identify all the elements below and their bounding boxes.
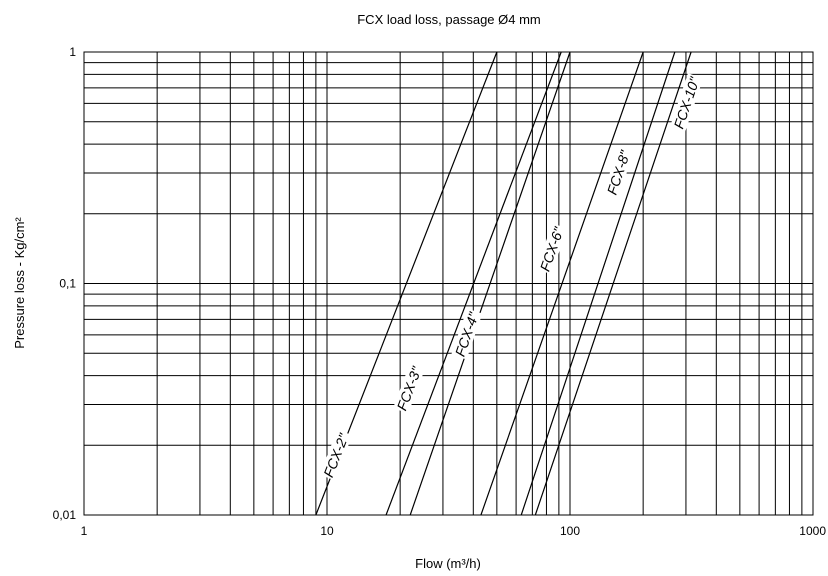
series-label-bg [670, 73, 704, 132]
series-label: FCX-2" [320, 430, 352, 479]
series-label: FCX-3" [393, 364, 424, 413]
x-axis-label: Flow (m³/h) [415, 556, 481, 571]
y-tick-label: 0,1 [59, 277, 76, 291]
chart-title: FCX load loss, passage Ø4 mm [357, 12, 541, 27]
x-tick-label: 1 [81, 524, 88, 538]
chart-ticks: 1 10 100 1000 0,01 0,1 1 [53, 45, 827, 538]
series-label-bg [451, 308, 483, 360]
x-tick-label: 1000 [799, 524, 826, 538]
series-line [480, 51, 644, 516]
series-line [520, 51, 676, 516]
series-line [534, 51, 692, 516]
series-line [385, 51, 562, 516]
series-label-bg [536, 223, 568, 275]
chart-series: FCX-2"FCX-3"FCX-4"FCX-6"FCX-8"FCX-10" [315, 51, 704, 516]
series-label: FCX-10" [670, 74, 702, 131]
series-label: FCX-6" [537, 224, 567, 273]
series-label-bg [319, 429, 353, 481]
y-axis-label: Pressure loss - Kg/cm² [12, 217, 27, 349]
x-tick-label: 10 [320, 524, 334, 538]
series-label-bg [393, 362, 426, 414]
x-tick-label: 100 [560, 524, 580, 538]
y-tick-label: 1 [69, 45, 76, 59]
series-label-bg [603, 146, 634, 198]
y-tick-label: 0,01 [53, 508, 77, 522]
series-line [409, 51, 571, 516]
plot-frame [83, 51, 814, 516]
series-label: FCX-4" [452, 309, 482, 358]
chart-grid [83, 51, 814, 516]
